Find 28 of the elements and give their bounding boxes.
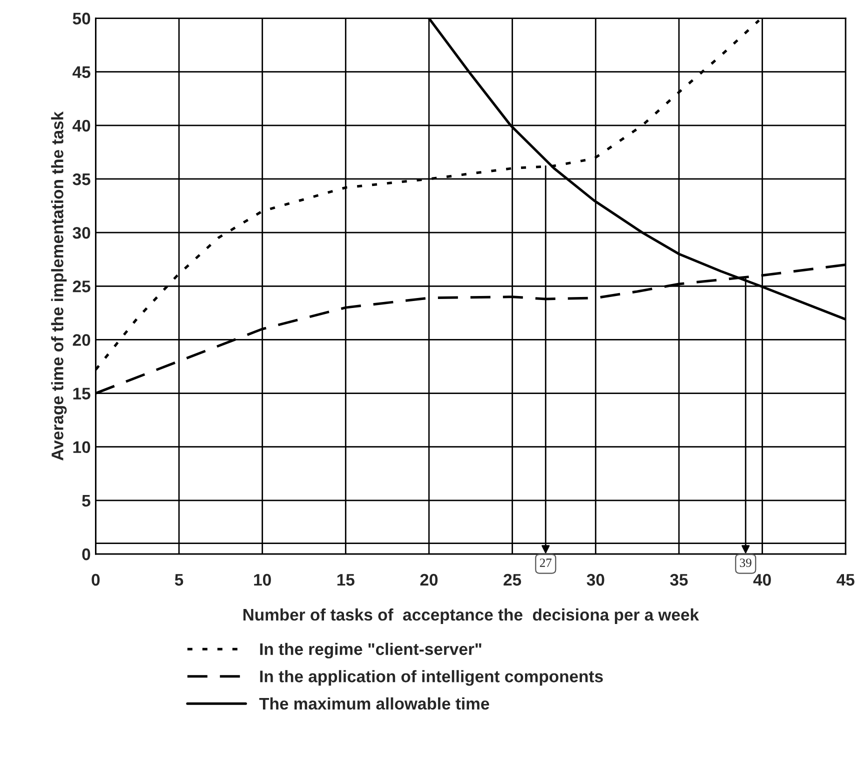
x-tick-label: 35 <box>670 574 688 586</box>
y-tick-label: 10 <box>73 441 90 454</box>
legend-label: In the application of intelligent components <box>260 670 603 686</box>
legend-label: In the regime "client-server" <box>260 642 482 658</box>
legend-label: The maximum allowable time <box>259 697 490 710</box>
y-tick-label: 35 <box>72 173 90 186</box>
y-tick-label: 45 <box>72 66 90 78</box>
x-tick-label: 10 <box>254 574 271 586</box>
annotation: 27 <box>540 558 552 567</box>
x-tick-label: 0 <box>92 574 100 586</box>
x-tick-label: 25 <box>504 574 522 586</box>
y-tick-label: 30 <box>72 226 90 239</box>
x-tick-label: 30 <box>586 574 604 586</box>
x-tick-label: 5 <box>174 574 184 586</box>
y-tick-label: 5 <box>82 495 90 507</box>
x-tick-label: 15 <box>337 574 354 586</box>
x-tick-label: 20 <box>420 574 438 586</box>
annotation: 39 <box>740 558 752 567</box>
y-tick-label: 25 <box>72 280 90 292</box>
y-axis-title: Average time of the implementation the task <box>51 111 67 460</box>
y-tick-label: 50 <box>72 12 90 24</box>
y-tick-label: 20 <box>72 334 90 346</box>
y-tick-label: 0 <box>82 548 90 560</box>
y-tick-label: 40 <box>72 120 90 132</box>
x-tick-label: 45 <box>836 574 854 586</box>
x-tick-label: 40 <box>753 574 771 586</box>
x-axis-title: Number of tasks of acceptance the decisiona per a week <box>243 608 700 624</box>
y-tick-label: 15 <box>73 388 90 400</box>
